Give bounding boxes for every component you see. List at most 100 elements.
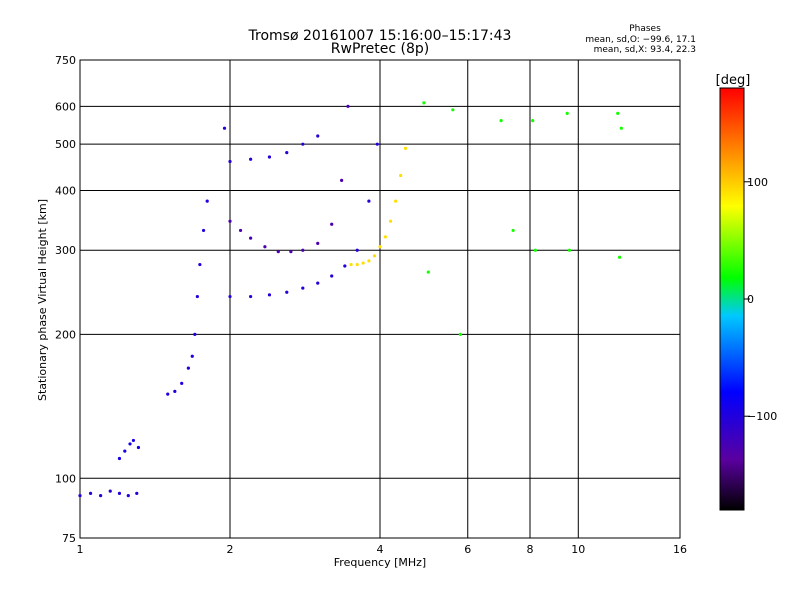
data-point bbox=[399, 173, 403, 178]
data-point bbox=[276, 250, 280, 254]
data-point bbox=[616, 111, 620, 115]
data-point bbox=[458, 332, 463, 336]
colorbar bbox=[719, 87, 745, 511]
data-point bbox=[190, 354, 194, 358]
data-point bbox=[99, 493, 103, 498]
y-tick-label: 750 bbox=[55, 54, 76, 67]
chart-title: Tromsø 20161007 15:16:00–15:17:43 bbox=[248, 28, 512, 44]
y-tick-label: 400 bbox=[55, 184, 76, 197]
x-tick-label: 16 bbox=[673, 543, 687, 556]
data-point bbox=[426, 270, 430, 274]
y-tick-label: 600 bbox=[55, 100, 76, 113]
data-point bbox=[195, 294, 199, 299]
data-point bbox=[78, 493, 82, 498]
y-tick-label: 100 bbox=[55, 472, 76, 485]
data-point bbox=[372, 254, 377, 258]
data-points bbox=[78, 101, 623, 498]
data-point bbox=[367, 259, 371, 263]
data-point bbox=[367, 199, 371, 203]
axis-ticks: 1 2 4 6 8 10 16 75 100 200 300 400 500 600 750 bbox=[55, 54, 687, 556]
data-point bbox=[198, 262, 202, 267]
grid-lines bbox=[80, 60, 680, 538]
data-point bbox=[378, 245, 382, 249]
data-point bbox=[330, 222, 334, 226]
data-point bbox=[619, 126, 623, 130]
data-point bbox=[316, 281, 320, 285]
x-tick-label: 2 bbox=[227, 543, 234, 556]
data-point bbox=[193, 332, 197, 336]
data-point bbox=[289, 250, 293, 254]
data-point bbox=[403, 146, 408, 150]
data-point bbox=[343, 264, 347, 268]
y-axis-label: Stationary phase Virtual Height [km] bbox=[36, 199, 49, 401]
data-point bbox=[249, 157, 253, 161]
data-point bbox=[375, 142, 379, 146]
data-point bbox=[249, 236, 253, 240]
data-point bbox=[617, 255, 622, 259]
y-tick-label: 75 bbox=[62, 532, 76, 545]
x-tick-label: 10 bbox=[571, 543, 585, 556]
data-point bbox=[355, 262, 359, 267]
data-point bbox=[361, 261, 365, 265]
data-point bbox=[285, 151, 289, 155]
data-point bbox=[173, 389, 177, 393]
data-point bbox=[128, 442, 132, 446]
data-point bbox=[451, 108, 455, 112]
data-point bbox=[108, 489, 112, 493]
x-tick-label: 4 bbox=[377, 543, 384, 556]
data-point bbox=[330, 274, 334, 278]
data-point bbox=[285, 290, 289, 294]
data-point bbox=[228, 159, 232, 164]
data-point bbox=[355, 248, 359, 252]
data-point bbox=[249, 294, 253, 299]
data-point bbox=[565, 111, 569, 115]
x-axis-label: Frequency [MHz] bbox=[334, 556, 426, 569]
data-point bbox=[135, 491, 139, 495]
colorbar-label: [deg] bbox=[716, 73, 751, 88]
data-point bbox=[228, 294, 232, 299]
data-point bbox=[383, 235, 387, 239]
colorbar-tick-label: 100 bbox=[747, 176, 768, 189]
data-point bbox=[201, 228, 206, 233]
phases-info-o: mean, sd,O: −99.6, 17.1 bbox=[585, 35, 696, 45]
y-tick-label: 200 bbox=[55, 328, 76, 341]
data-point bbox=[316, 134, 320, 138]
y-tick-label: 300 bbox=[55, 244, 76, 257]
data-point bbox=[388, 219, 393, 223]
data-point bbox=[263, 245, 267, 249]
data-point bbox=[131, 438, 136, 443]
data-point bbox=[180, 381, 184, 385]
phases-info-title: Phases bbox=[629, 24, 661, 34]
data-point bbox=[126, 493, 130, 498]
data-point bbox=[531, 119, 535, 123]
data-point bbox=[267, 293, 272, 297]
data-point bbox=[316, 241, 320, 246]
data-point bbox=[394, 199, 398, 203]
data-point bbox=[533, 248, 537, 252]
data-point bbox=[267, 155, 272, 159]
data-point bbox=[228, 219, 232, 223]
data-point bbox=[123, 449, 127, 453]
data-point bbox=[340, 178, 344, 182]
data-point bbox=[301, 286, 305, 290]
data-point bbox=[117, 456, 122, 461]
x-tick-label: 1 bbox=[77, 543, 84, 556]
data-point bbox=[88, 491, 93, 495]
data-point bbox=[186, 366, 190, 370]
y-tick-label: 500 bbox=[55, 138, 76, 151]
phases-info-x: mean, sd,X: 93.4, 22.3 bbox=[594, 45, 696, 55]
data-point bbox=[136, 445, 141, 450]
data-point bbox=[166, 392, 170, 396]
data-point bbox=[205, 199, 209, 203]
data-point bbox=[346, 104, 350, 108]
x-tick-label: 6 bbox=[464, 543, 471, 556]
data-point bbox=[222, 126, 227, 130]
data-point bbox=[422, 101, 426, 105]
colorbar-ticks: 100 0 −100 bbox=[744, 176, 777, 423]
data-point bbox=[511, 228, 515, 233]
data-point bbox=[499, 119, 503, 123]
data-point bbox=[117, 491, 122, 495]
data-point bbox=[301, 142, 305, 146]
data-point bbox=[349, 262, 353, 267]
